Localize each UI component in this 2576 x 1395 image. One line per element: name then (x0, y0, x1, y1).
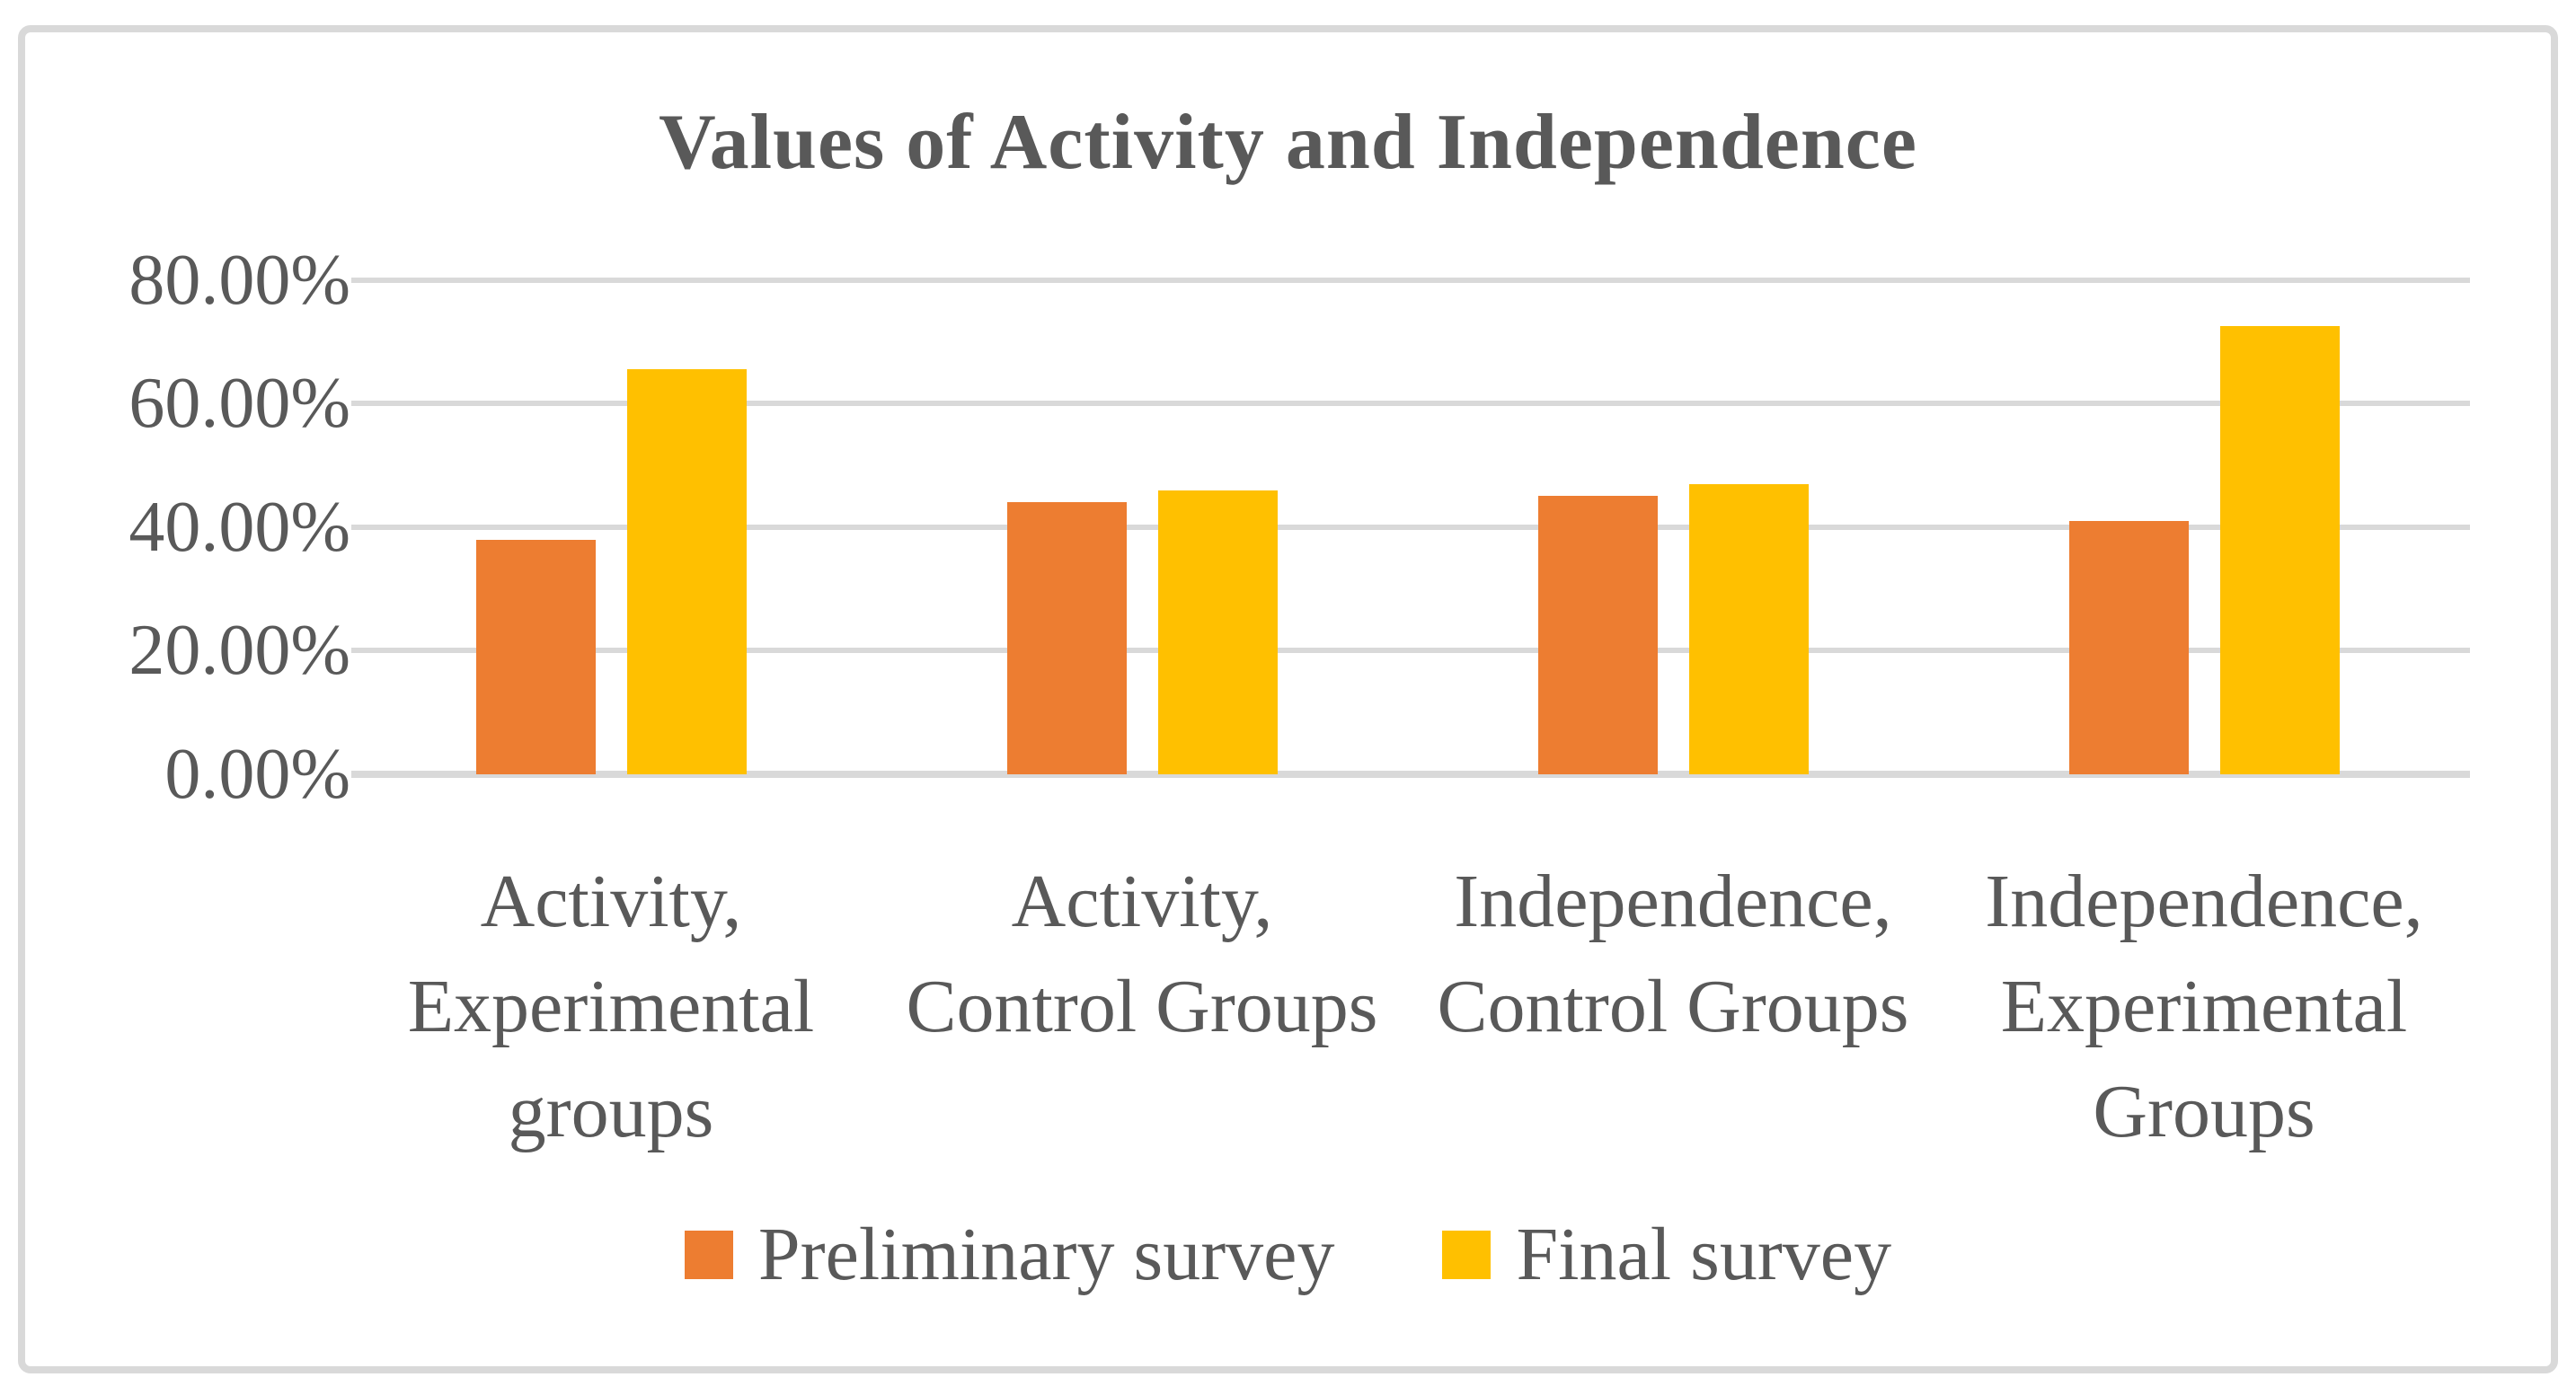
bar-final-survey-group4 (2219, 326, 2340, 774)
x-category-label-1: Activity, Experimental groups (407, 860, 815, 1153)
chart-title: Values of Activity and Independence (659, 99, 1917, 186)
y-tick-label-80pct: 80.00% (128, 240, 350, 320)
bar-preliminary-survey-group2 (1006, 502, 1127, 774)
legend-swatch-icon (684, 1231, 733, 1279)
legend-label: Preliminary survey (757, 1213, 1335, 1296)
bar-preliminary-survey-group1 (475, 539, 596, 774)
legend-label: Final survey (1516, 1213, 1892, 1296)
chart-frame (18, 25, 2558, 1373)
x-category-label-4: Independence, Experimental Groups (1985, 860, 2423, 1153)
bar-final-survey-group3 (1688, 483, 1809, 774)
bar-final-survey-group2 (1157, 490, 1278, 774)
gridline-20pct (351, 648, 2470, 654)
gridline-80pct (351, 277, 2470, 283)
x-category-label-2: Activity, Control Groups (906, 860, 1378, 1048)
y-tick-label-0pct: 0.00% (164, 735, 350, 814)
x-category-label-3: Independence, Control Groups (1437, 860, 1909, 1048)
gridline-0pct (351, 771, 2470, 778)
gridline-40pct (351, 524, 2470, 530)
y-tick-label-60pct: 60.00% (128, 364, 350, 444)
y-tick-label-40pct: 40.00% (128, 487, 350, 567)
y-tick-label-20pct: 20.00% (128, 611, 350, 691)
bar-preliminary-survey-group4 (2068, 520, 2189, 774)
bar-preliminary-survey-group3 (1537, 496, 1658, 774)
legend-item-final-survey: Final survey (1442, 1210, 1891, 1300)
legend-item-preliminary-survey: Preliminary survey (684, 1210, 1335, 1300)
gridline-60pct (351, 401, 2470, 407)
legend-swatch-icon (1442, 1231, 1492, 1279)
legend: Preliminary survey Final survey (0, 1205, 2576, 1304)
bar-final-survey-group1 (626, 369, 747, 774)
